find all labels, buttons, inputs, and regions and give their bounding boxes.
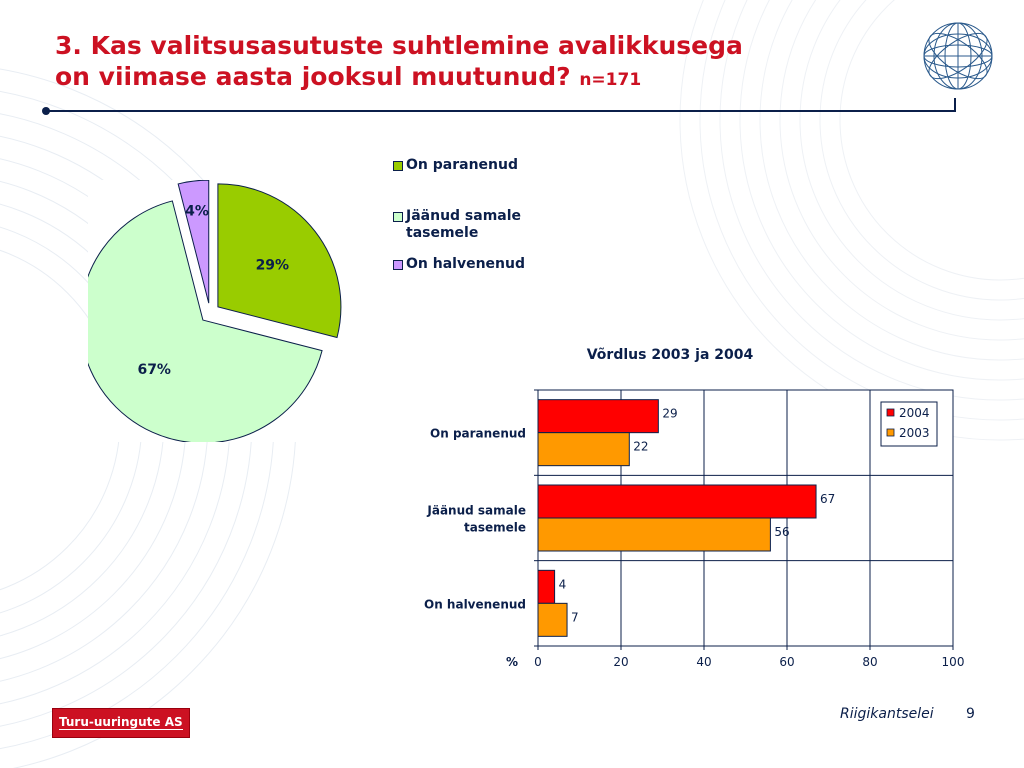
x-tick-label: 60 [779, 655, 794, 669]
pie-slice-halvenenud [177, 180, 210, 304]
bar-legend-label: 2003 [899, 426, 930, 440]
legend-swatch-paranenud [393, 161, 403, 171]
pie-legend-label: Jäänud samale [406, 208, 522, 224]
pie-chart: 29% 67% 4% [88, 180, 348, 442]
slide-title: 3. Kas valitsusasutuste suhtlemine avali… [55, 30, 743, 96]
bar-2003 [537, 432, 630, 467]
bar-chart: Võrdlus 2003 ja 2004 0 20 40 60 80 100% On par… [424, 347, 965, 669]
bar-legend-swatch [886, 408, 895, 417]
bar-2004 [537, 569, 556, 604]
pie-legend-item-samale: Jäänud samale tasemele [393, 208, 553, 242]
bar-legend-swatch [886, 428, 895, 437]
page-number: 9 [966, 706, 975, 722]
legend-swatch-samale [393, 212, 403, 222]
x-tick-label: 40 [696, 655, 711, 669]
pie-legend-label: tasemele [406, 225, 479, 241]
pie-slice-paranenud [217, 183, 342, 339]
pie-label-samale: 67% [137, 362, 171, 378]
globe-mesh-icon [923, 22, 993, 90]
pie-legend: On paranenud Jäänud samale tasemele On h… [393, 157, 553, 273]
data-label: 7 [571, 610, 579, 624]
category-label: Jäänud samale [426, 504, 526, 518]
data-label: 22 [633, 440, 648, 454]
data-label: 29 [662, 407, 677, 421]
pie-legend-label: On halvenenud [406, 256, 525, 272]
bar-legend-label: 2004 [899, 406, 930, 420]
title-line-1: 3. Kas valitsusasutuste suhtlemine avali… [55, 31, 743, 60]
x-tick-label: 100 [942, 655, 965, 669]
bar-2004 [537, 484, 817, 519]
bar-chart-title: Võrdlus 2003 ja 2004 [587, 347, 754, 363]
brand-logo: Turu-uuringute AS [52, 708, 190, 738]
category-label: On paranenud [430, 427, 526, 441]
x-axis-label: % [506, 655, 518, 669]
x-tick-label: 20 [613, 655, 628, 669]
data-label: 4 [559, 577, 567, 591]
pie-slice-samale [88, 200, 323, 442]
pie-label-paranenud: 29% [256, 258, 290, 274]
bar-2004 [537, 399, 659, 434]
category-label: On halvenenud [424, 597, 526, 611]
data-label: 56 [774, 525, 789, 539]
x-tick-label: 0 [534, 655, 542, 669]
pie-label-halvenenud: 4% [185, 203, 209, 219]
pie-legend-item-paranenud: On paranenud [393, 157, 553, 174]
sample-size: n=171 [579, 70, 642, 90]
pie-legend-label: On paranenud [406, 157, 518, 173]
bar-2003 [537, 517, 771, 552]
legend-swatch-halvenenud [393, 260, 403, 270]
data-label: 67 [820, 492, 835, 506]
footer-organization: Riigikantselei [840, 706, 934, 722]
x-tick-label: 80 [862, 655, 877, 669]
bar-2003 [537, 602, 568, 637]
brand-text: Turu-uuringute AS [59, 715, 183, 730]
pie-legend-item-halvenenud: On halvenenud [393, 256, 553, 273]
category-label: tasemele [464, 521, 526, 535]
title-underline [42, 98, 956, 115]
title-line-2: on viimase aasta jooksul muutunud? [55, 62, 571, 91]
